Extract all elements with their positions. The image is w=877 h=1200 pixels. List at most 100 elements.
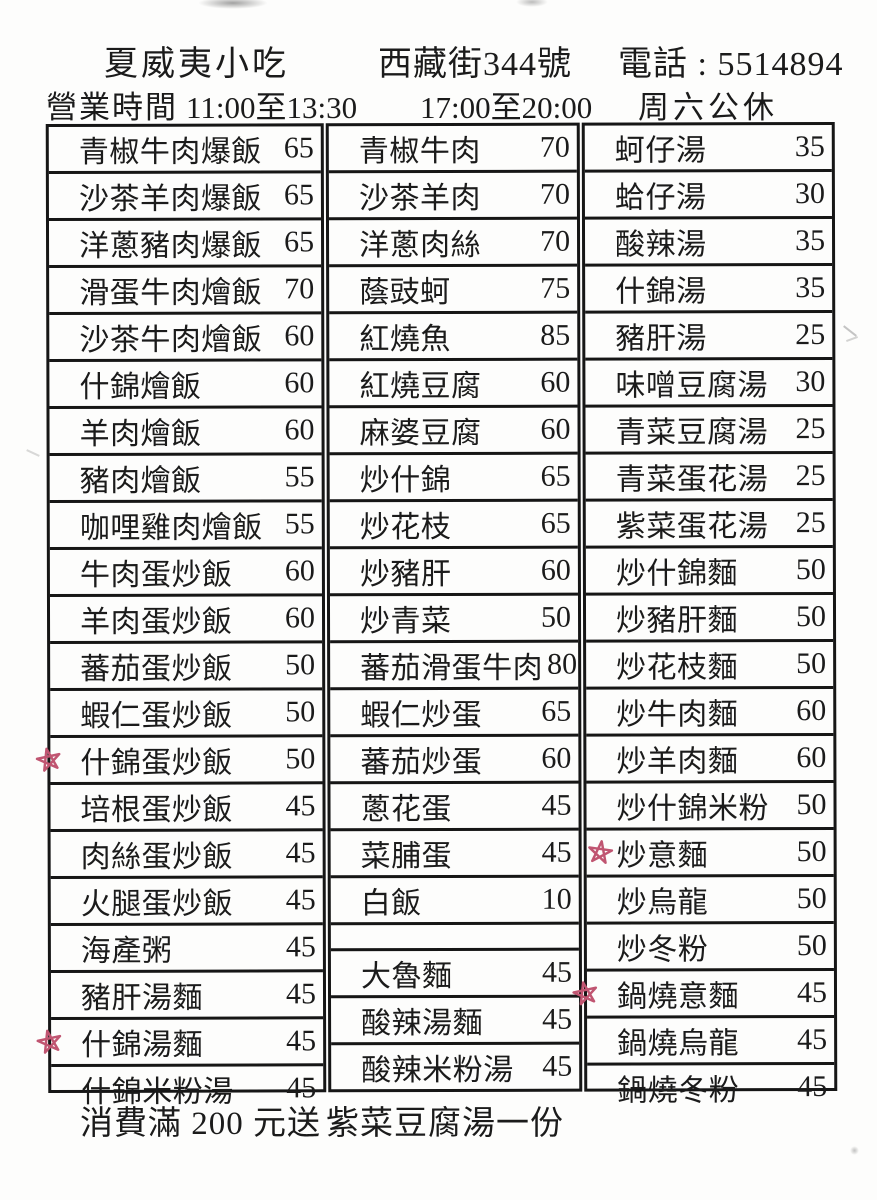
- dish-price: 50: [795, 552, 826, 587]
- menu-row: 青菜豆腐湯 25: [585, 406, 833, 455]
- dish-name: 炒冬粉: [616, 933, 709, 967]
- menu-row: 麻婆豆腐 60: [329, 407, 578, 456]
- dish-name: 青菜豆腐湯: [615, 416, 769, 450]
- menu-row: 羊肉蛋炒飯 60: [49, 596, 323, 645]
- menu-row: 酸辣湯麵 45: [331, 997, 580, 1046]
- dish-price: 60: [540, 412, 571, 446]
- dish-name: 鍋燒意麵: [616, 980, 740, 1014]
- scan-smudge: [516, 0, 548, 7]
- dish-name: 海產粥: [80, 934, 173, 968]
- menu-row: 蕃茄炒蛋 60: [330, 736, 579, 785]
- dish-name: 炒花枝麵: [616, 651, 739, 685]
- menu-row: 滑蛋牛肉燴飯 70: [49, 267, 322, 316]
- menu-row: 火腿蛋炒飯 45: [50, 878, 323, 927]
- dish-name: 鍋燒烏龍: [617, 1027, 740, 1061]
- dish-price: 45: [797, 1022, 828, 1057]
- dish-name: 炒豬肝麵: [615, 604, 739, 638]
- promo-gift: 紫菜豆腐湯一份: [326, 1106, 564, 1142]
- menu-row: 培根蛋炒飯 45: [50, 784, 323, 833]
- dish-name: 蝦仁炒蛋: [360, 698, 483, 733]
- menu-row: 炒花枝麵 50: [586, 641, 834, 690]
- dish-name: 沙茶羊肉爆飯: [78, 182, 262, 216]
- menu-row: 咖哩雞肉燴飯 55: [49, 502, 322, 551]
- menu-row: 炒羊肉麵 60: [586, 735, 834, 784]
- menu-row: 酸辣湯 35: [584, 218, 833, 267]
- dish-price: 75: [540, 271, 571, 305]
- dish-name: 白飯: [360, 887, 422, 921]
- dish-price: 45: [542, 1049, 573, 1083]
- dish-name: 麻婆豆腐: [359, 416, 482, 451]
- menu-row: 洋蔥肉絲 70: [328, 219, 578, 268]
- dish-name: 洋蔥肉絲: [359, 228, 482, 263]
- dish-name: 咖哩雞肉燴飯: [79, 511, 263, 545]
- menu-row: 什錦蛋炒飯 50: [35, 737, 323, 786]
- dish-price: 50: [285, 742, 316, 776]
- menu-row: 炒牛肉麵 60: [586, 688, 834, 737]
- dish-price: 45: [285, 836, 316, 870]
- closed-day-note: 周六公休: [638, 90, 778, 125]
- dish-name: 紫菜蛋花湯: [615, 510, 769, 544]
- scan-scribble: [846, 336, 858, 342]
- promo-condition: 消費滿 200 元送: [80, 1106, 321, 1142]
- menu-row: 炒豬肝麵 50: [585, 594, 834, 643]
- menu-column-rice: 青椒牛肉爆飯 65 沙茶羊肉爆飯 65 洋蔥豬肉爆飯 65 滑蛋牛肉燴飯 70 沙茶牛肉燴飯 60…: [35, 123, 327, 1109]
- dish-price: 30: [795, 364, 826, 399]
- dish-name: 蔥花蛋: [360, 792, 453, 827]
- menu-row: 菜脯蛋 45: [330, 830, 579, 879]
- menu-row: 炒烏龍 50: [586, 876, 834, 925]
- dish-price: 60: [796, 740, 827, 775]
- menu-row: 肉絲蛋炒飯 45: [50, 831, 323, 880]
- menu-table: 青椒牛肉爆飯 65 沙茶羊肉爆飯 65 洋蔥豬肉爆飯 65 滑蛋牛肉燴飯 70 沙茶牛肉燴飯 60…: [35, 121, 838, 1109]
- dish-name: 酸辣湯麵: [361, 1006, 484, 1041]
- dish-price: 45: [542, 1002, 573, 1036]
- menu-row: 蔥花蛋 45: [330, 783, 579, 832]
- dish-name: 牛肉蛋炒飯: [79, 558, 233, 592]
- dish-price: 25: [795, 317, 826, 352]
- menu-row: 什錦湯麵 45: [36, 1019, 324, 1068]
- dish-price: 65: [283, 178, 314, 212]
- dish-name: 什錦湯麵: [81, 1028, 204, 1062]
- dish-price: 65: [540, 506, 571, 540]
- dish-price: 50: [796, 834, 827, 869]
- dish-price: 70: [539, 224, 571, 258]
- restaurant-name: 夏威夷小吃: [104, 46, 289, 83]
- handwritten-star-icon: [36, 1029, 62, 1054]
- dish-price: 45: [285, 789, 316, 823]
- dish-name: 炒花枝: [359, 510, 452, 545]
- dish-price: 50: [285, 695, 316, 729]
- menu-row: 炒青菜 50: [329, 595, 579, 644]
- menu-row: 炒意麵 50: [586, 829, 834, 878]
- scan-scribble: [843, 325, 857, 337]
- dish-name: 炒意麵: [616, 839, 709, 873]
- dish-name: 什錦蛋炒飯: [80, 746, 233, 780]
- dish-price: 25: [795, 411, 826, 446]
- dish-name: 青椒牛肉爆飯: [78, 135, 262, 169]
- menu-row: 炒什錦 65: [329, 454, 578, 503]
- dish-name: 炒什錦米粉: [616, 792, 770, 826]
- dish-price: 30: [794, 176, 825, 211]
- dish-name: 紅燒魚: [359, 322, 451, 357]
- dish-name: 蕃茄滑蛋牛肉: [360, 651, 544, 686]
- menu-row: 味噌豆腐湯 30: [585, 359, 833, 408]
- menu-row: 蔭豉蚵 75: [329, 266, 578, 315]
- dish-name: 火腿蛋炒飯: [80, 887, 234, 921]
- dish-price: 50: [796, 787, 827, 822]
- menu-row: 豬肝湯 25: [585, 312, 833, 361]
- menu-row: 豬肝湯麵 45: [50, 972, 324, 1021]
- scan-scribble: [26, 449, 40, 457]
- dish-name: 菜脯蛋: [360, 839, 453, 874]
- menu-row: 鍋燒冬粉 45: [587, 1065, 834, 1110]
- menu-row: 沙茶羊肉 70: [328, 172, 577, 221]
- menu-row: 青菜蛋花湯 25: [585, 453, 833, 502]
- dish-price: 70: [539, 177, 570, 211]
- dish-price: 60: [284, 554, 315, 588]
- dish-name: 紅燒豆腐: [359, 369, 482, 404]
- dish-name: 羊肉蛋炒飯: [79, 605, 233, 639]
- dish-price: 65: [540, 459, 571, 493]
- phone-number: 電話 : 5514894: [618, 46, 844, 83]
- dish-price: 45: [796, 975, 828, 1010]
- scan-smudge: [198, 0, 268, 9]
- dish-price: 35: [795, 270, 826, 305]
- dish-price: 45: [285, 977, 317, 1011]
